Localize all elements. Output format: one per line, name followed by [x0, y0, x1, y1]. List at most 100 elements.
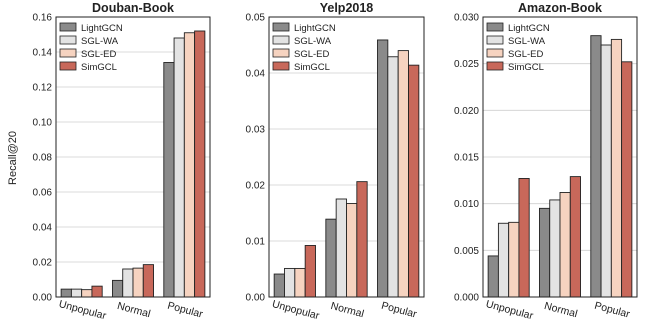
y-tick-label: 0.010 [454, 199, 479, 210]
legend-label-sgl-wa: SGL-WA [81, 36, 119, 47]
x-tick-label: Normal [543, 300, 579, 320]
bar-lightgcn-normal [112, 279, 124, 298]
bar-sgl-ed-unpopular [508, 221, 520, 298]
plot-frame [482, 16, 638, 298]
bar-lightgcn-unpopular [273, 273, 285, 298]
legend-label-lightgcn: LightGCN [508, 23, 550, 34]
bar-simgcl-normal [356, 181, 368, 298]
x-tick-label: Normal [116, 300, 152, 320]
bar-sgl-ed-popular [610, 38, 623, 298]
legend: LightGCN SGL-WA SGL-ED SimGCL [486, 22, 550, 73]
x-tick-label: Popular [593, 300, 632, 321]
bar-sgl-wa-normal [335, 198, 347, 298]
chart-panel-douban-book: 0.00 0.02 0.04 0.06 0.08 0.10 0.12 0.14 0.16 Unpo… [33, 1, 211, 322]
y-tick-label: 0.01 [246, 237, 266, 248]
bar-sgl-wa-popular [600, 44, 612, 298]
x-tick-label: Unpopular [57, 298, 107, 322]
y-tick-label: 0.04 [246, 69, 266, 80]
y-tick-label: 0.03 [246, 125, 266, 136]
bar-lightgcn-unpopular [60, 288, 72, 298]
bar-sgl-ed-unpopular [294, 267, 306, 298]
y-tick-label: 0.12 [33, 83, 53, 94]
y-tick-label: 0.020 [454, 106, 479, 117]
bar-simgcl-normal [142, 264, 154, 298]
legend-label-sgl-ed: SGL-ED [508, 49, 544, 60]
y-tick-label: 0.16 [33, 13, 53, 24]
legend-label-lightgcn: LightGCN [81, 23, 123, 34]
legend-label-sgl-ed: SGL-ED [294, 49, 330, 60]
y-tick-label: 0.05 [246, 13, 266, 24]
y-tick-label: 0.10 [33, 118, 53, 129]
bar-lightgcn-popular [590, 35, 602, 298]
chart-panel-yelp2018: 0.00 0.01 0.02 0.03 0.04 0.05 Unpopular Normal P… [246, 1, 425, 322]
bar-sgl-wa-unpopular [284, 267, 296, 298]
bar-lightgcn-normal [539, 207, 551, 298]
legend-swatch-sgl-wa [272, 35, 290, 45]
bar-sgl-wa-popular [387, 56, 399, 298]
y-tick-label: 0.14 [33, 48, 53, 59]
x-tick-label: Popular [166, 300, 205, 321]
bar-sgl-ed-normal [346, 203, 358, 298]
y-tick-label: 0.025 [454, 59, 479, 70]
x-tick-label: Normal [329, 300, 365, 320]
legend: LightGCN SGL-WA SGL-ED SimGCL [272, 22, 336, 73]
y-tick-label: 0.030 [454, 13, 479, 24]
bar-sgl-ed-popular [397, 50, 409, 298]
x-tick-label: Unpopular [484, 298, 534, 322]
bar-sgl-ed-normal [132, 267, 144, 298]
plot-frame [55, 16, 211, 298]
bar-sgl-ed-normal [559, 192, 571, 298]
legend-swatch-sgl-wa [486, 35, 504, 45]
bar-simgcl-unpopular [518, 178, 530, 298]
y-tick-label: 0.015 [454, 153, 479, 164]
legend-label-sgl-wa: SGL-WA [294, 36, 332, 47]
legend-label-simgcl: SimGCL [508, 62, 544, 73]
legend-swatch-simgcl [59, 61, 77, 71]
legend-label-simgcl: SimGCL [294, 62, 330, 73]
bar-lightgcn-popular [377, 39, 389, 298]
chart-panel-amazon-book: 0.000 0.005 0.010 0.015 0.020 0.025 0.030 Unpop… [454, 1, 638, 322]
bar-sgl-wa-normal [122, 268, 134, 298]
legend-swatch-sgl-ed [59, 48, 77, 58]
bar-sgl-ed-popular [183, 32, 196, 298]
chart-title: Yelp2018 [320, 1, 374, 15]
y-axis-label: Recall@20 [7, 131, 19, 185]
bar-sgl-wa-unpopular [497, 222, 510, 298]
legend-swatch-sgl-ed [486, 48, 504, 58]
chart-title: Douban-Book [92, 1, 174, 15]
legend-label-simgcl: SimGCL [81, 62, 117, 73]
bar-simgcl-unpopular [304, 245, 316, 298]
y-tick-label: 0.02 [33, 258, 53, 269]
legend-swatch-lightgcn [486, 22, 504, 32]
y-tick-label: 0.06 [33, 188, 53, 199]
legend-label-lightgcn: LightGCN [294, 23, 336, 34]
bar-lightgcn-unpopular [487, 255, 499, 298]
y-tick-label: 0.000 [454, 293, 479, 304]
y-tick-label: 0.00 [246, 293, 266, 304]
legend: LightGCN SGL-WA SGL-ED SimGCL [59, 22, 123, 73]
bar-simgcl-popular [194, 30, 206, 298]
legend-swatch-sgl-ed [272, 48, 290, 58]
bar-simgcl-unpopular [91, 285, 103, 298]
legend-swatch-simgcl [486, 61, 504, 71]
y-tick-label: 0.02 [246, 181, 266, 192]
bar-lightgcn-normal [325, 218, 337, 298]
y-tick-label: 0.00 [33, 293, 53, 304]
y-tick-label: 0.08 [33, 153, 53, 164]
bar-lightgcn-popular [163, 62, 175, 298]
x-tick-label: Unpopular [271, 298, 321, 322]
bar-simgcl-popular [621, 61, 633, 298]
legend-swatch-sgl-wa [59, 35, 77, 45]
legend-swatch-simgcl [272, 61, 290, 71]
legend-swatch-lightgcn [59, 22, 77, 32]
bar-simgcl-popular [408, 64, 420, 298]
bar-simgcl-normal [569, 176, 581, 298]
legend-label-sgl-wa: SGL-WA [508, 36, 546, 47]
bar-sgl-wa-unpopular [70, 288, 83, 298]
chart-title: Amazon-Book [518, 1, 602, 15]
bar-sgl-ed-unpopular [81, 289, 93, 298]
legend-label-sgl-ed: SGL-ED [81, 49, 117, 60]
x-tick-label: Popular [380, 300, 419, 321]
bar-sgl-wa-popular [173, 37, 185, 298]
